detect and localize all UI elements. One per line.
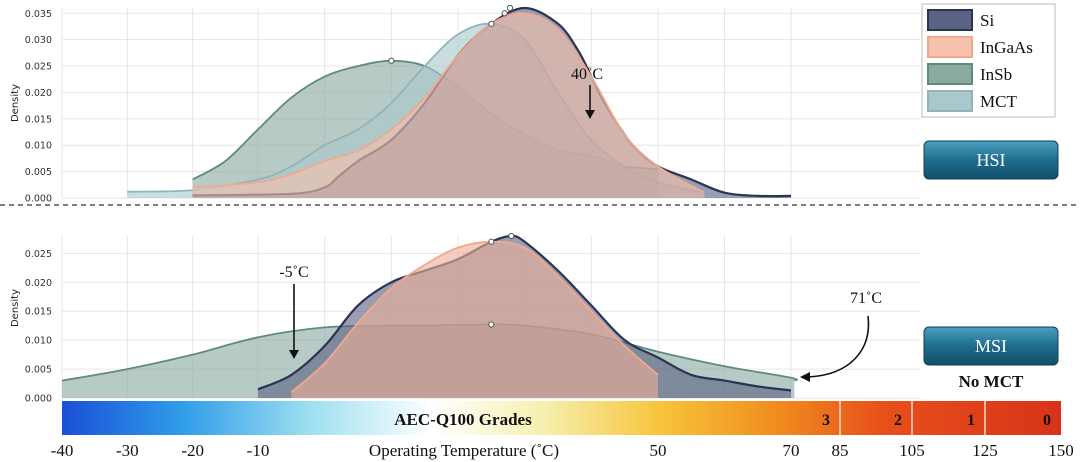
x-tick-1: -30 <box>116 441 139 460</box>
msi-y-tick-3: 0.015 <box>25 307 52 318</box>
aec-grade-bar: AEC-Q100 Grades 3 2 1 0 <box>62 401 1061 435</box>
hsi-y-tick-1: 0.005 <box>25 167 52 178</box>
x-tick-7: 105 <box>899 441 925 460</box>
hsi-peak-insb <box>388 57 395 64</box>
annotation-71c: 71˚C <box>800 290 882 382</box>
no-mct-note: No MCT <box>959 372 1024 391</box>
grade-label-0: 0 <box>1043 412 1051 429</box>
msi-panel: 0.000 0.005 0.010 0.015 0.020 0.025 Density <box>10 232 920 405</box>
msi-y-tick-0: 0.000 <box>25 394 52 405</box>
msi-line-si <box>257 234 792 392</box>
legend-item-ingaas: InGaAs <box>927 36 1033 58</box>
hsi-y-axis-label: Density <box>10 84 21 122</box>
x-tick-2: -20 <box>181 441 204 460</box>
legend-label-si: Si <box>980 11 994 30</box>
x-tick-3: -10 <box>247 441 270 460</box>
legend-label-insb: InSb <box>980 65 1012 84</box>
legend-item-mct: MCT <box>927 90 1017 112</box>
legend-item-insb: InSb <box>927 63 1012 85</box>
msi-y-tick-2: 0.010 <box>25 336 52 347</box>
hsi-peak-mct <box>488 20 495 27</box>
hsi-y-tick-5: 0.025 <box>25 62 52 73</box>
legend-label-mct: MCT <box>980 92 1017 111</box>
annotation-minus5c-label: -5˚C <box>279 264 308 281</box>
hsi-line-ingaas <box>192 12 705 194</box>
hsi-series <box>127 6 792 198</box>
annotation-40c: 40˚C <box>571 66 603 119</box>
msi-peak-si <box>508 232 515 240</box>
hsi-peak-ingaas <box>501 10 508 17</box>
msi-peak-markers <box>488 232 515 328</box>
msi-y-axis-label: Density <box>10 289 21 327</box>
msi-line-ingaas <box>290 240 659 393</box>
x-tick-4: 50 <box>650 441 667 460</box>
hsi-y-tick-3: 0.015 <box>25 114 52 125</box>
annotation-minus5c: -5˚C <box>279 264 309 359</box>
grade-bar-title: AEC-Q100 Grades <box>394 410 532 429</box>
legend-item-si: Si <box>927 9 994 31</box>
grade-label-3: 3 <box>822 412 830 429</box>
hsi-peak-si <box>506 4 514 12</box>
msi-peak-insb <box>488 321 495 328</box>
hsi-y-tick-6: 0.030 <box>25 35 52 46</box>
grade-labels: 3 2 1 0 <box>822 412 1051 429</box>
msi-y-tick-1: 0.005 <box>25 365 52 376</box>
grade-label-2: 2 <box>894 412 902 429</box>
msi-button-label: MSI <box>975 336 1007 356</box>
hsi-panel: 0.000 0.005 0.010 0.015 0.020 0.025 0.030 0.035… <box>10 4 920 205</box>
hsi-button-label: HSI <box>976 150 1005 170</box>
msi-area-ingaas <box>291 241 658 398</box>
hsi-area-ingaas <box>192 13 705 198</box>
x-tick-0: -40 <box>51 441 74 460</box>
msi-y-tick-5: 0.025 <box>25 249 52 260</box>
grade-dividers <box>839 401 986 435</box>
x-axis-label: Operating Temperature (˚C) <box>369 441 559 460</box>
hsi-y-tick-2: 0.010 <box>25 141 52 152</box>
legend-label-ingaas: InGaAs <box>980 38 1033 57</box>
hsi-y-tick-labels: 0.000 0.005 0.010 0.015 0.020 0.025 0.030 0.035 <box>25 9 52 205</box>
hsi-peak-markers <box>388 4 514 64</box>
hsi-button[interactable]: HSI <box>923 140 1059 180</box>
msi-peak-ingaas <box>488 238 495 245</box>
annotation-71c-label: 71˚C <box>850 290 882 307</box>
grade-label-1: 1 <box>967 412 975 429</box>
annotation-40c-label: 40˚C <box>571 66 603 83</box>
x-tick-8: 125 <box>972 441 998 460</box>
legend: Si InGaAs InSb MCT <box>921 3 1056 118</box>
x-tick-labels: -40 -30 -20 -10 50 70 85 105 125 150 <box>51 441 1074 460</box>
msi-series <box>61 234 798 398</box>
msi-y-tick-labels: 0.000 0.005 0.010 0.015 0.020 0.025 <box>25 249 52 405</box>
x-tick-6: 85 <box>832 441 849 460</box>
hsi-y-tick-4: 0.020 <box>25 88 52 99</box>
hsi-y-tick-7: 0.035 <box>25 9 52 20</box>
x-tick-9: 150 <box>1048 441 1074 460</box>
msi-y-tick-4: 0.020 <box>25 278 52 289</box>
hsi-y-tick-0: 0.000 <box>25 194 52 205</box>
msi-button[interactable]: MSI <box>923 326 1059 366</box>
x-tick-5: 70 <box>783 441 800 460</box>
